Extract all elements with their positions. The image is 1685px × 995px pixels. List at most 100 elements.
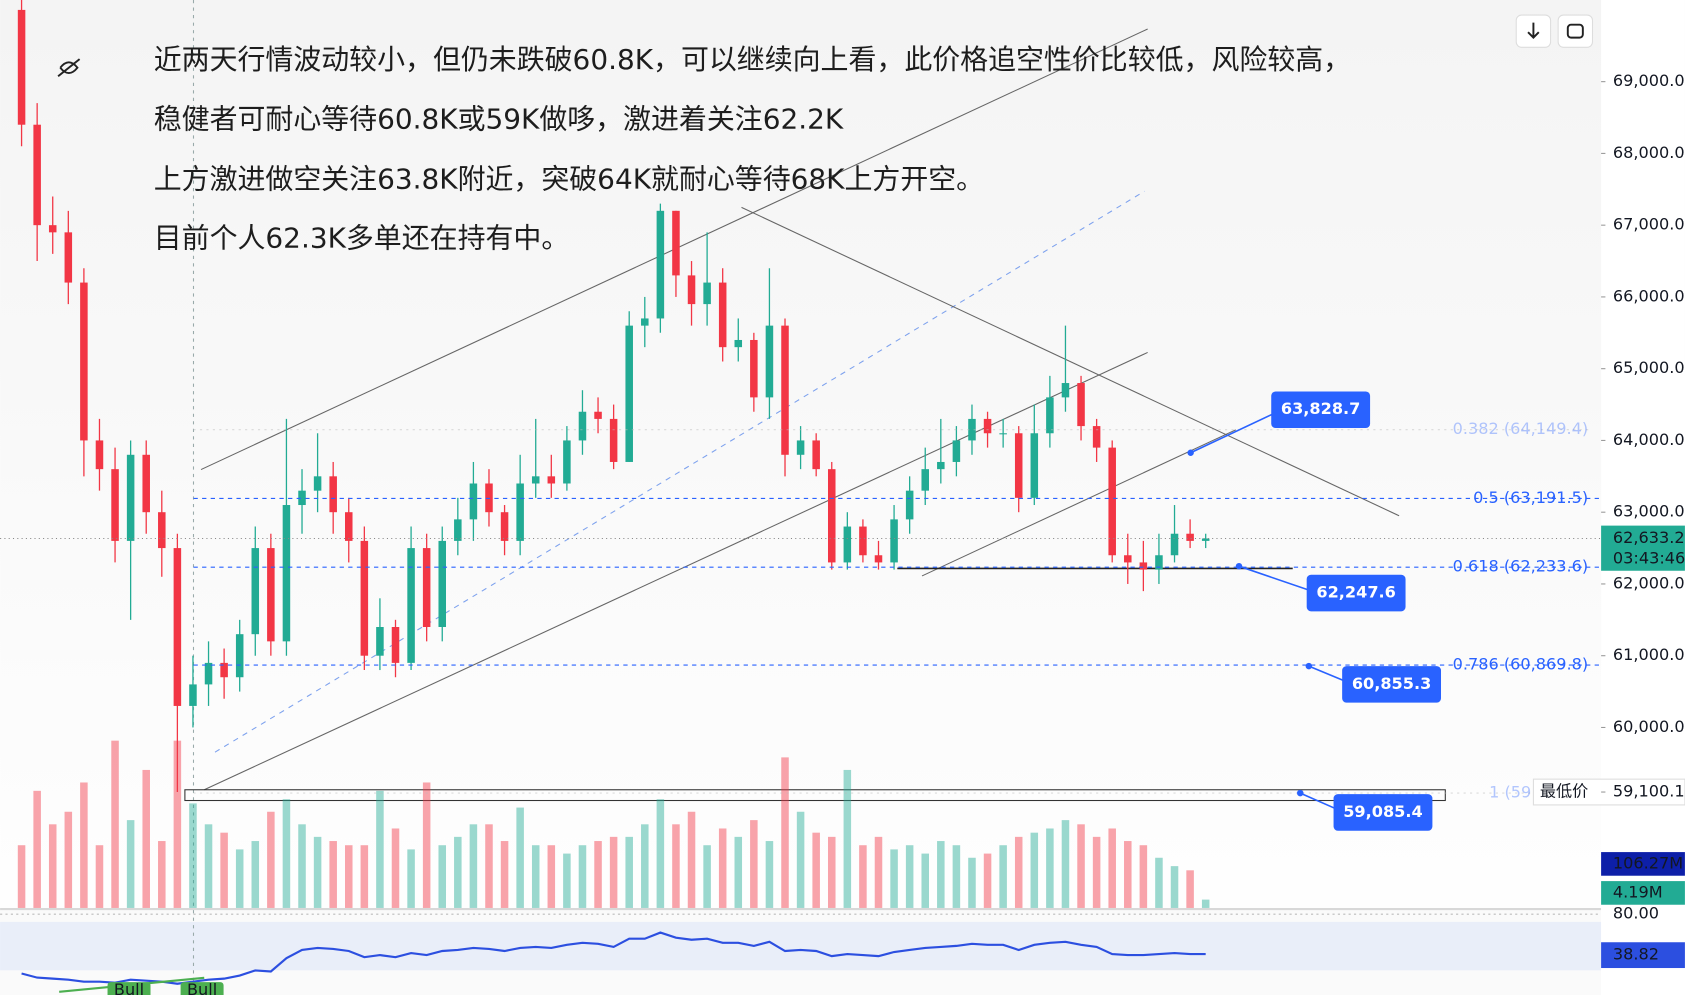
candle-body <box>937 461 945 470</box>
volume-badge <box>1601 852 1685 876</box>
candle-body <box>890 519 898 563</box>
volume-bar <box>641 824 649 908</box>
candle-body <box>516 483 524 541</box>
candle-body <box>469 483 478 520</box>
volume-bar <box>827 836 836 908</box>
volume-bar <box>48 824 57 908</box>
volume-bar <box>454 836 462 908</box>
fullscreen-button[interactable] <box>1557 14 1594 48</box>
candle-body <box>1046 397 1054 434</box>
volume-bar <box>905 845 914 908</box>
candle-body <box>1155 555 1163 570</box>
y-tick-label: 66,000.0 <box>1613 286 1685 305</box>
volume-bar <box>516 807 524 908</box>
callout-leader <box>1190 409 1283 454</box>
low-marker-text: 最低价 <box>1540 782 1588 801</box>
y-tick-label: 61,000.0 <box>1613 645 1685 664</box>
volume-bar <box>609 836 618 908</box>
candle-body <box>968 418 976 441</box>
candle-body <box>360 540 369 656</box>
candle-body <box>80 282 88 441</box>
candle-body <box>827 469 836 563</box>
trendline-small <box>921 429 1236 577</box>
candle-body <box>687 275 696 305</box>
candle-body <box>859 526 867 556</box>
volume-bar <box>531 845 540 908</box>
candle-body <box>422 548 431 628</box>
candle-body <box>329 476 337 513</box>
volume-bar <box>251 841 260 908</box>
channel-mid <box>214 190 1145 753</box>
volume-bar <box>485 824 493 908</box>
volume-bar <box>1092 836 1101 908</box>
candle-body <box>1201 538 1210 541</box>
candle-body <box>718 282 727 348</box>
candle-body <box>64 232 73 283</box>
candle-body <box>1030 433 1039 498</box>
countdown-label: 03:43:46 <box>1613 548 1685 567</box>
fib-label: 0.618 (62,233.6) <box>1453 557 1589 576</box>
candle-body <box>1061 383 1070 398</box>
volume-bar <box>345 845 353 908</box>
plot <box>17 0 1446 908</box>
volume-bar <box>890 849 898 908</box>
callout-box <box>1306 574 1406 612</box>
callout-dot <box>1305 662 1313 670</box>
signal-label: Bull <box>187 980 217 995</box>
hide-icon[interactable] <box>57 58 81 78</box>
volume-bar <box>1046 828 1054 908</box>
download-icon <box>1527 22 1540 39</box>
volume-bar <box>235 849 244 908</box>
candle-body <box>781 325 789 455</box>
volume-bar <box>781 757 789 908</box>
candle-body <box>142 454 150 513</box>
last-price-label: 62,633.2 <box>1613 528 1685 547</box>
rsi-tick-label: 80.00 <box>1613 904 1659 923</box>
candle-body <box>111 469 119 541</box>
volume-bar <box>874 836 883 908</box>
fib-label: 0.382 (64,149.4) <box>1453 419 1589 438</box>
volume-bar <box>750 820 758 908</box>
volume-bar <box>189 803 197 908</box>
candle-body <box>235 634 244 678</box>
annotation: 目前个人62.3K多单还在持有中。 <box>154 222 570 255</box>
candle-body <box>48 225 57 233</box>
volume-bar <box>64 811 73 908</box>
trendline <box>741 206 1400 517</box>
last-price-badge <box>1601 525 1685 571</box>
volume-bar <box>734 836 743 908</box>
volume-bar <box>983 853 992 908</box>
candle-body <box>625 325 633 462</box>
volume-bar <box>594 841 602 908</box>
volume-bar <box>500 841 509 908</box>
candle-body <box>251 548 260 635</box>
callout-label: 62,247.6 <box>1316 583 1396 602</box>
candle-body <box>220 662 228 678</box>
candle-body <box>547 476 556 484</box>
volume-bar <box>718 828 727 908</box>
candle-body <box>641 318 649 326</box>
volume-bar <box>33 790 41 908</box>
y-tick-label: 62,000.0 <box>1613 573 1685 592</box>
volume-bar <box>391 828 400 908</box>
y-tick-label: 60,000.0 <box>1613 717 1685 736</box>
volume-bar <box>126 820 135 908</box>
signal-label: Bull <box>114 980 144 995</box>
candle-body <box>921 469 929 491</box>
volume-bar <box>422 782 431 908</box>
y-tick-label: 68,000.0 <box>1613 143 1685 162</box>
volume-label: 4.19M <box>1613 882 1663 901</box>
volume-bar <box>220 832 228 908</box>
candle-body <box>609 418 618 462</box>
volume-bar <box>407 849 415 908</box>
volume-bar <box>1155 857 1163 908</box>
candle-body <box>454 519 462 541</box>
candle-body <box>1077 383 1085 427</box>
volume-bar <box>952 845 961 908</box>
volume-bar <box>1030 832 1039 908</box>
zone-box <box>184 789 1446 802</box>
volume-bar <box>796 811 805 908</box>
volume-bar <box>968 857 976 908</box>
callout-leader <box>1238 565 1318 594</box>
volume-bar <box>687 811 696 908</box>
